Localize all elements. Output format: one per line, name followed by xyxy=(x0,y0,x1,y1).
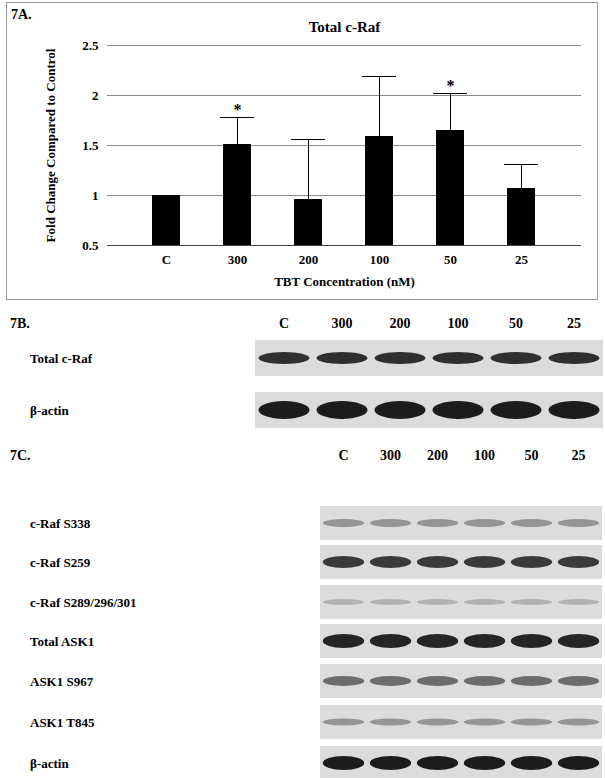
svg-text:ASK1 S967: ASK1 S967 xyxy=(30,674,94,689)
svg-text:C: C xyxy=(279,316,289,331)
svg-text:300: 300 xyxy=(332,316,353,331)
svg-text:Total c-Raf: Total c-Raf xyxy=(309,19,382,35)
svg-text:200: 200 xyxy=(427,448,448,463)
svg-text:200: 200 xyxy=(390,316,411,331)
svg-text:0.5: 0.5 xyxy=(82,238,99,253)
svg-text:Total ASK1: Total ASK1 xyxy=(30,634,94,649)
html-text:7A.: 7A. xyxy=(11,7,32,22)
svg-text:1: 1 xyxy=(92,188,99,203)
svg-text:*: * xyxy=(447,77,455,94)
svg-text:c-Raf S338: c-Raf S338 xyxy=(30,516,91,531)
svg-text:Fold Change Compared to Contro: Fold Change Compared to Control xyxy=(43,48,58,242)
svg-text:c-Raf S289/296/301: c-Raf S289/296/301 xyxy=(30,595,137,610)
svg-text:25: 25 xyxy=(567,316,581,331)
svg-text:25: 25 xyxy=(515,252,529,267)
svg-text:ASK1 T845: ASK1 T845 xyxy=(30,715,95,730)
svg-text:β-actin: β-actin xyxy=(30,403,69,418)
svg-text:Total c-Raf: Total c-Raf xyxy=(30,351,93,366)
svg-text:50: 50 xyxy=(444,252,457,267)
svg-text:7B.: 7B. xyxy=(10,316,30,331)
svg-text:50: 50 xyxy=(509,316,523,331)
svg-text:100: 100 xyxy=(474,448,495,463)
svg-text:β-actin: β-actin xyxy=(30,756,69,771)
svg-text:C: C xyxy=(162,252,171,267)
svg-text:200: 200 xyxy=(299,252,319,267)
svg-text:100: 100 xyxy=(370,252,390,267)
svg-text:2: 2 xyxy=(92,88,99,103)
svg-text:300: 300 xyxy=(380,448,401,463)
svg-text:100: 100 xyxy=(448,316,469,331)
svg-text:*: * xyxy=(234,101,242,118)
svg-text:1.5: 1.5 xyxy=(82,138,99,153)
svg-text:TBT Concentration (nM): TBT Concentration (nM) xyxy=(274,274,415,289)
svg-text:50: 50 xyxy=(525,448,539,463)
svg-text:c-Raf S259: c-Raf S259 xyxy=(30,555,91,570)
svg-text:25: 25 xyxy=(572,448,586,463)
svg-text:2.5: 2.5 xyxy=(82,38,99,53)
svg-text:C: C xyxy=(338,448,348,463)
svg-text:300: 300 xyxy=(228,252,248,267)
svg-text:7C.: 7C. xyxy=(10,448,31,463)
